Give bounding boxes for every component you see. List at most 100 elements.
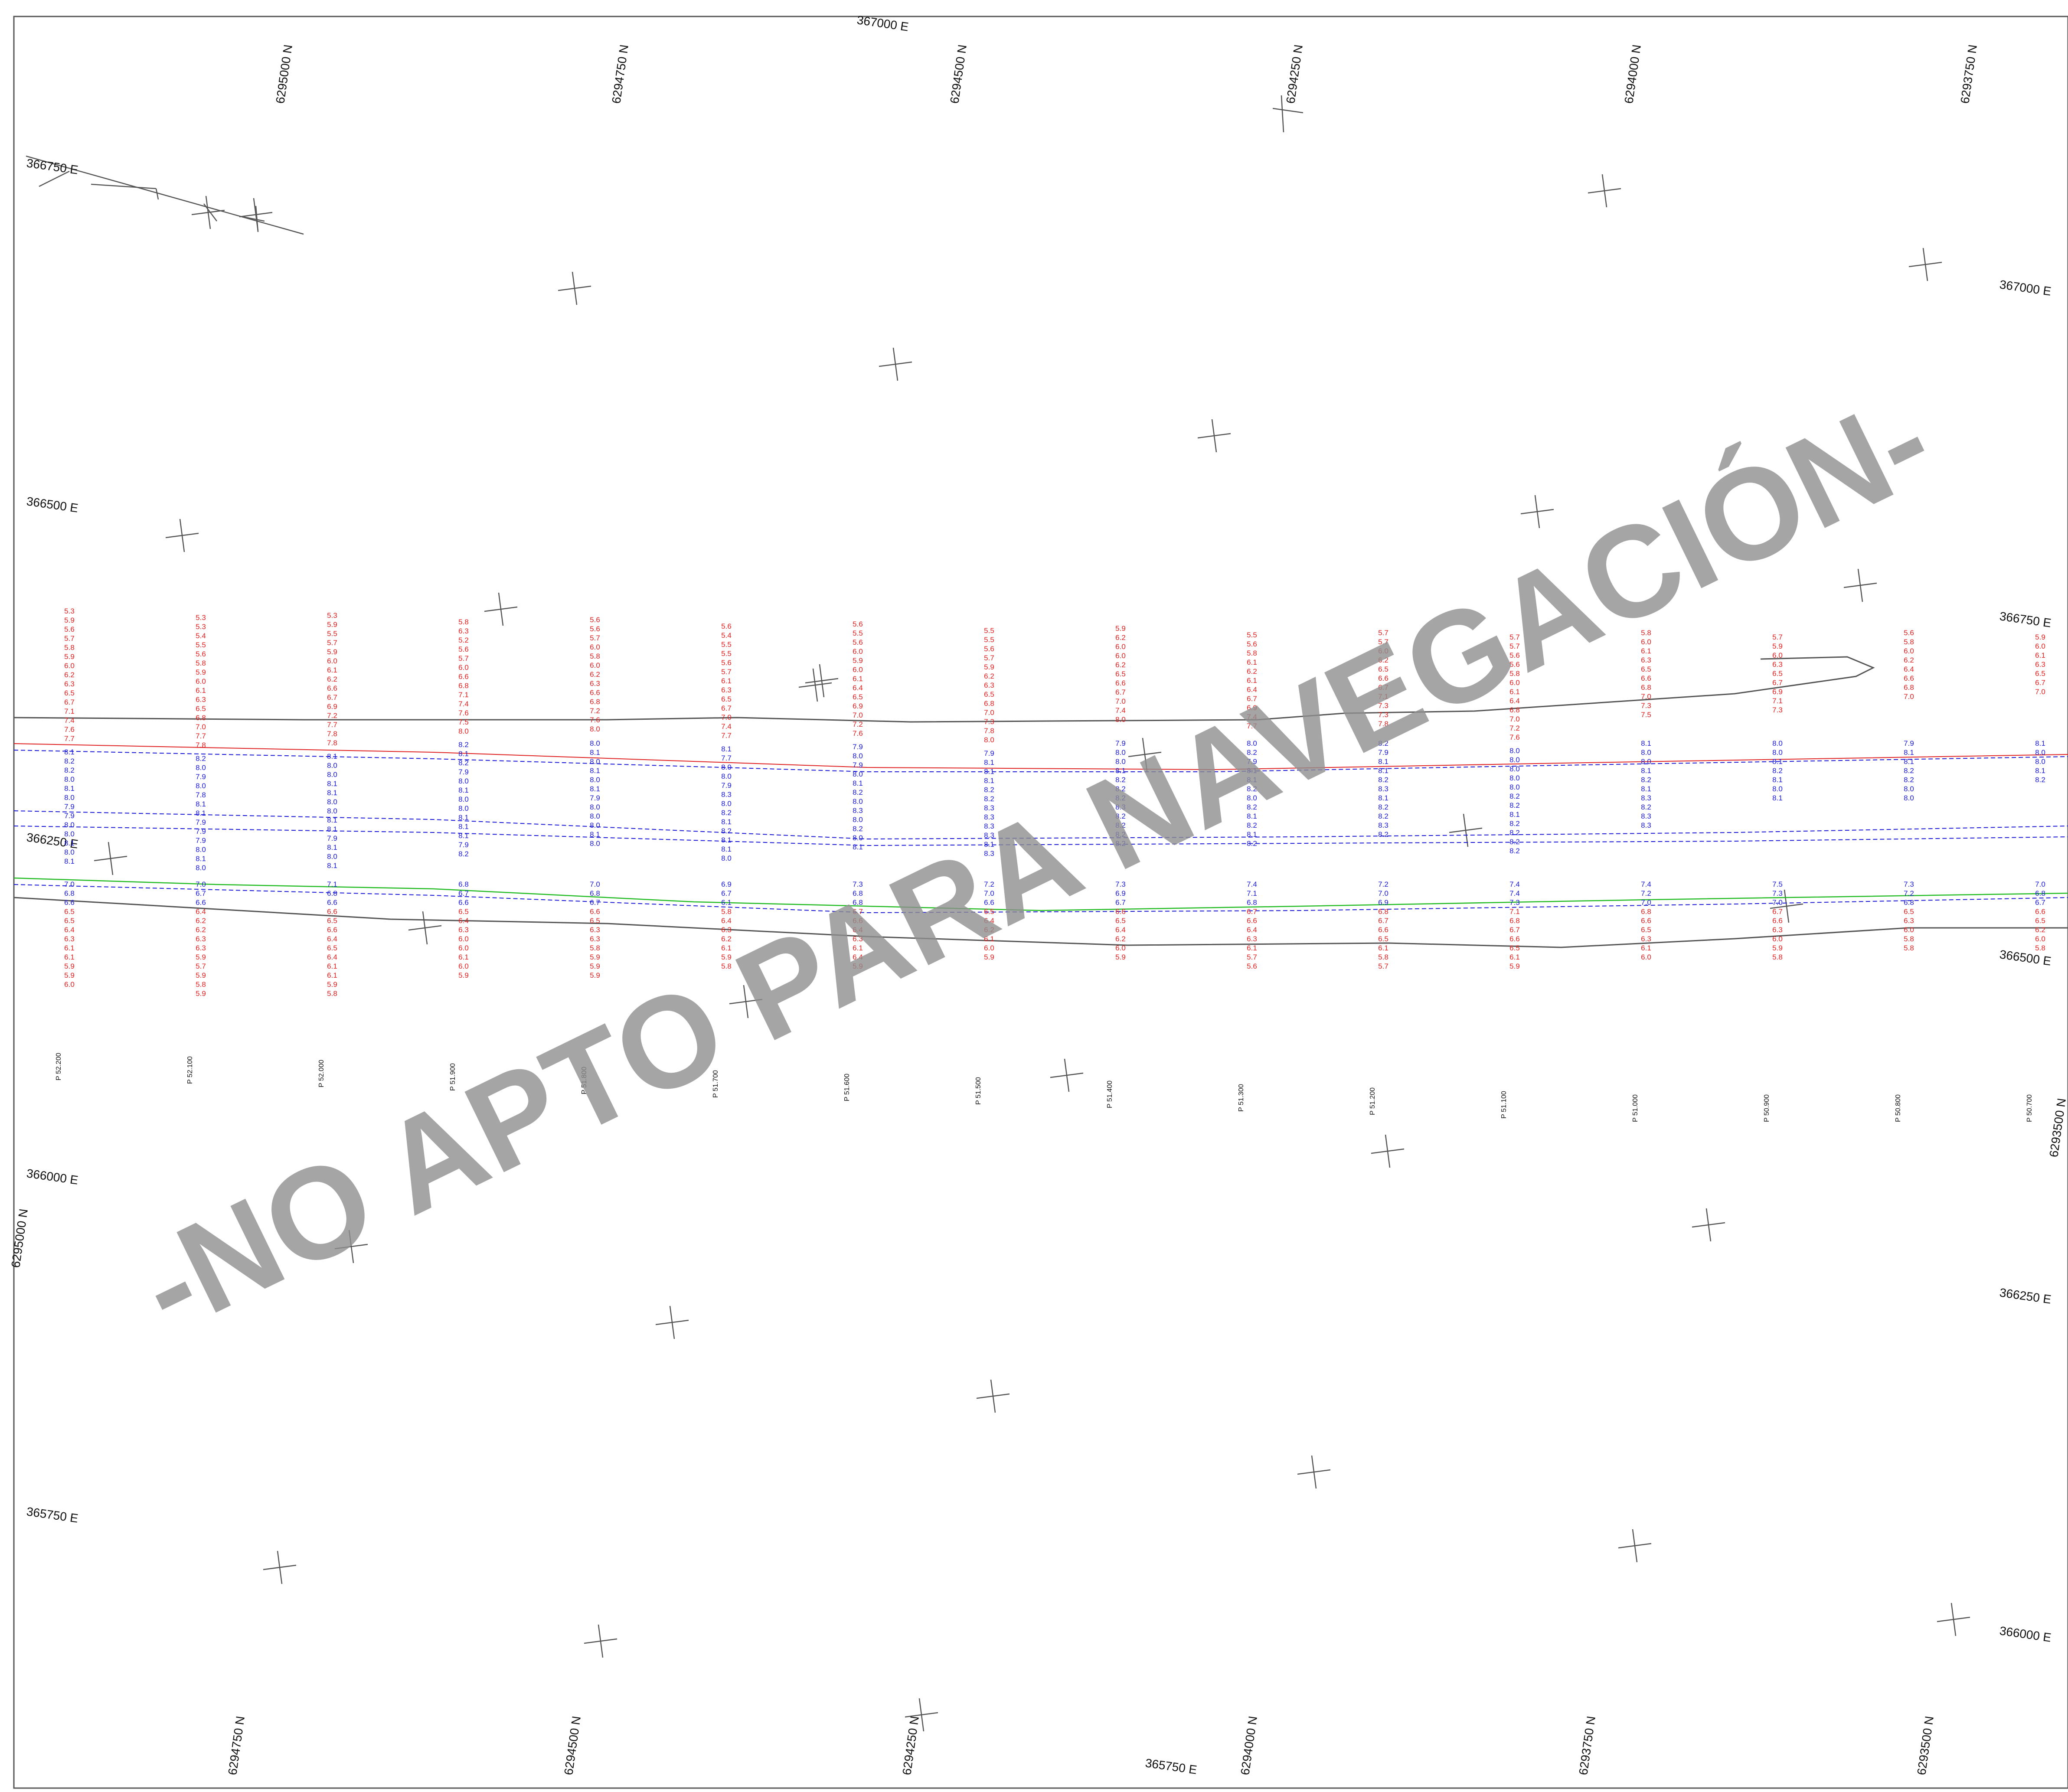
sounding-bank: 6.2	[1115, 935, 1126, 943]
sounding-bank: 6.1	[1247, 944, 1257, 952]
sounding-bank: 6.3	[458, 926, 469, 934]
sounding-shallow: 6.0	[1641, 638, 1651, 646]
grid-cross	[743, 985, 749, 1018]
sounding-shallow: 6.9	[853, 702, 863, 710]
sounding-shallow: 7.8	[327, 730, 337, 738]
sounding-channel: 8.1	[1378, 757, 1388, 766]
sounding-bank: 6.7	[196, 889, 206, 898]
sounding-shallow: 7.0	[1641, 692, 1651, 701]
sounding-channel: 7.8	[196, 791, 206, 799]
sounding-bank: 6.4	[984, 917, 994, 925]
sounding-shallow: 5.6	[984, 645, 994, 653]
sounding-bank: 7.2	[1378, 880, 1388, 888]
grid-cross	[1601, 174, 1607, 208]
sounding-channel: 8.1	[1247, 830, 1257, 839]
sounding-shallow: 6.0	[2035, 642, 2045, 650]
sounding-channel: 8.1	[2035, 739, 2045, 747]
sounding-bank: 7.2	[1904, 889, 1914, 898]
sounding-shallow: 6.6	[1378, 674, 1388, 682]
sounding-channel: 7.9	[64, 803, 75, 811]
profile-pk-label: P 51.900	[449, 1063, 457, 1091]
sounding-bank: 6.7	[853, 907, 863, 916]
sounding-shallow: 6.5	[1115, 670, 1126, 678]
sounding-bank: 5.8	[2035, 944, 2045, 952]
sounding-bank: 5.9	[196, 953, 206, 961]
sounding-shallow: 6.1	[327, 666, 337, 674]
sounding-shallow: 5.5	[721, 650, 732, 658]
sounding-bank: 6.4	[327, 935, 337, 943]
sounding-channel: 8.0	[590, 776, 600, 784]
sounding-bank: 6.4	[196, 907, 206, 916]
sounding-shallow: 7.0	[853, 711, 863, 719]
sounding-channel: 8.1	[327, 825, 337, 833]
sounding-channel: 8.3	[853, 806, 863, 815]
sounding-bank: 6.7	[590, 898, 600, 907]
sounding-bank: 6.5	[64, 917, 75, 925]
sounding-shallow: 5.6	[1509, 651, 1520, 659]
blue-channel-line-3	[13, 826, 2068, 846]
sounding-shallow: 5.6	[590, 625, 600, 633]
sounding-shallow: 7.8	[196, 741, 206, 749]
sounding-channel: 8.2	[1115, 830, 1126, 839]
sounding-channel: 8.3	[1641, 821, 1651, 829]
sounding-bank: 6.3	[590, 935, 600, 943]
sounding-shallow: 5.6	[853, 638, 863, 646]
sounding-bank: 5.8	[1904, 935, 1914, 943]
sounding-bank: 6.3	[853, 935, 863, 943]
sounding-shallow: 6.5	[984, 690, 994, 699]
sounding-channel: 8.3	[1641, 812, 1651, 820]
sounding-bank: 6.5	[327, 944, 337, 952]
sounding-channel: 8.0	[590, 739, 600, 747]
sounding-channel: 8.0	[64, 775, 75, 783]
sounding-bank: 5.8	[327, 989, 337, 998]
northing-label: 6294000 N	[1238, 1715, 1260, 1776]
sounding-shallow: 5.6	[721, 622, 732, 630]
sounding-shallow: 7.0	[984, 708, 994, 717]
sounding-bank: 5.9	[590, 962, 600, 970]
sounding-shallow: 5.9	[64, 653, 75, 661]
sounding-shallow: 5.7	[721, 668, 732, 676]
sounding-channel: 8.1	[64, 839, 75, 847]
sounding-shallow: 6.0	[1904, 647, 1914, 655]
grid-cross	[1950, 1603, 1957, 1636]
sounding-bank: 7.0	[590, 880, 600, 888]
sounding-bank: 7.1	[1509, 907, 1520, 916]
sounding-bank: 6.9	[721, 880, 732, 888]
sounding-bank: 5.7	[1378, 962, 1388, 970]
sounding-bank: 6.6	[853, 917, 863, 925]
sounding-channel: 8.2	[1509, 801, 1520, 810]
sounding-shallow: 5.9	[64, 616, 75, 624]
sounding-shallow: 6.5	[1772, 669, 1783, 678]
sounding-channel: 7.9	[327, 834, 337, 842]
sounding-channel: 8.1	[327, 816, 337, 824]
sounding-channel: 8.0	[2035, 748, 2045, 757]
sounding-shallow: 6.3	[721, 686, 732, 694]
blue-channel-line-4	[13, 884, 2068, 914]
sounding-channel: 8.3	[984, 849, 994, 858]
sounding-bank: 6.2	[984, 926, 994, 934]
sounding-shallow: 6.7	[2035, 679, 2045, 687]
sounding-shallow: 6.8	[1509, 706, 1520, 714]
sounding-bank: 6.3	[196, 944, 206, 952]
sounding-channel: 8.1	[721, 818, 732, 826]
sounding-bank: 6.6	[590, 907, 600, 916]
sounding-shallow: 6.9	[327, 702, 337, 711]
sounding-bank: 6.6	[458, 898, 469, 907]
sounding-bank: 6.0	[2035, 935, 2045, 943]
sounding-shallow: 6.7	[1115, 688, 1126, 696]
sounding-channel: 8.0	[1904, 794, 1914, 802]
sounding-shallow: 6.6	[1904, 674, 1914, 682]
sounding-shallow: 6.2	[327, 675, 337, 683]
sounding-bank: 6.1	[721, 898, 732, 907]
grid-cross	[1534, 495, 1540, 529]
sounding-bank: 6.4	[1247, 926, 1257, 934]
sounding-channel: 8.2	[1115, 812, 1126, 820]
profile-pk-label: P 51.200	[1369, 1087, 1376, 1115]
sounding-shallow: 6.3	[64, 680, 75, 688]
easting-label: 366250 E	[1999, 1286, 2052, 1306]
sounding-bank: 6.2	[721, 935, 732, 943]
sounding-channel: 8.1	[458, 750, 469, 758]
sounding-shallow: 6.7	[1772, 679, 1783, 687]
sounding-bank: 6.5	[1641, 926, 1651, 934]
sounding-shallow: 6.7	[721, 704, 732, 712]
